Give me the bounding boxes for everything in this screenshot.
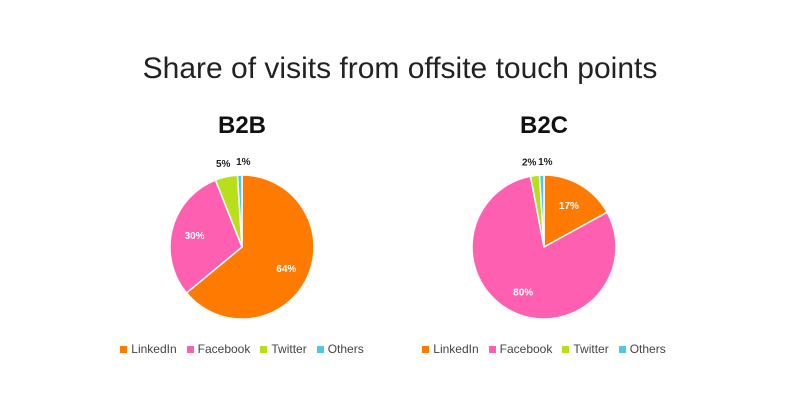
legend-b2b: LinkedIn Facebook Twitter Others	[92, 342, 392, 356]
legend-item-twitter: Twitter	[260, 342, 307, 356]
legend-item-facebook: Facebook	[488, 342, 553, 356]
legend-label: LinkedIn	[433, 342, 479, 356]
pie-b2c: 17% 80% 2% 1%	[471, 157, 617, 320]
legend-swatch	[186, 345, 194, 353]
legend-item-facebook: Facebook	[186, 342, 251, 356]
legend-label: Facebook	[499, 342, 553, 356]
legend-swatch	[422, 345, 430, 353]
legend-item-others: Others	[316, 342, 364, 356]
legend-item-linkedin: LinkedIn	[422, 342, 479, 356]
legend-label: Others	[327, 342, 364, 356]
chart-main-title: Share of visits from offsite touch point…	[142, 52, 658, 85]
pie-b2b: 64% 30% 5% 1%	[169, 157, 315, 320]
pie-slice-others	[538, 174, 545, 248]
legend-label: Twitter	[573, 342, 609, 356]
chart-title-b2b: B2B	[217, 112, 266, 139]
legend-swatch	[488, 345, 496, 353]
pie-slice-facebook	[169, 179, 243, 294]
slice-label-twitter: 5%	[216, 159, 231, 170]
legend-swatch	[316, 345, 324, 353]
slice-label-twitter: 2%	[522, 158, 537, 169]
pie-slice-linkedin	[185, 174, 315, 320]
legend-b2c: LinkedIn Facebook Twitter Others	[394, 342, 694, 356]
slice-label-others: 1%	[236, 157, 251, 168]
legend-item-twitter: Twitter	[562, 342, 609, 356]
legend-label: LinkedIn	[131, 342, 177, 356]
pie-chart-b2c: B2C 17% 80% 2% 1% LinkedIn Facebook Twitter…	[394, 112, 694, 372]
legend-item-others: Others	[618, 342, 666, 356]
slice-label-facebook: 80%	[513, 287, 533, 298]
slice-label-linkedin: 17%	[559, 201, 579, 212]
legend-label: Others	[629, 342, 666, 356]
legend-swatch	[618, 345, 626, 353]
slice-label-linkedin: 64%	[276, 264, 296, 275]
chart-title-b2c: B2C	[519, 112, 568, 139]
pie-slice-linkedin	[543, 174, 609, 249]
legend-swatch	[120, 345, 128, 353]
slice-label-facebook: 30%	[185, 231, 205, 242]
pie-chart-b2b: B2B 64% 30% 5% 1% LinkedIn Facebook Twitter…	[92, 112, 392, 372]
legend-label: Facebook	[197, 342, 251, 356]
slice-label-others: 1%	[538, 157, 553, 168]
legend-item-linkedin: LinkedIn	[120, 342, 177, 356]
legend-swatch	[260, 345, 268, 353]
pie-slice-facebook	[471, 175, 617, 320]
legend-swatch	[562, 345, 570, 353]
legend-label: Twitter	[271, 342, 307, 356]
pie-slice-others	[236, 174, 243, 248]
